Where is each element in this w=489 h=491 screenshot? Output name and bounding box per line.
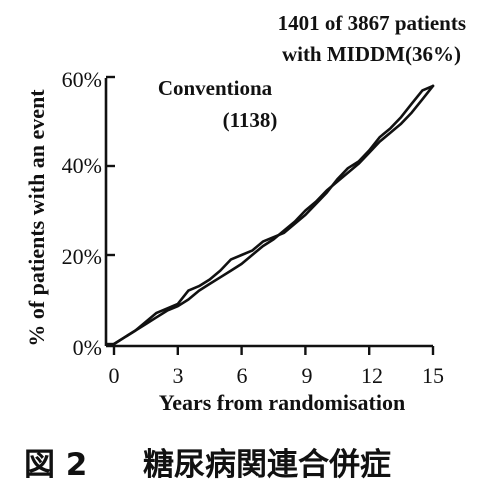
y-tick-label: 20% <box>62 244 102 269</box>
x-tick-labels: 0 3 6 9 12 15 <box>109 363 445 388</box>
x-tick-label: 3 <box>173 363 184 388</box>
y-tick-label: 0% <box>73 335 102 360</box>
figure-title: 糖尿病関連合併症 <box>143 447 391 483</box>
y-tick-labels: 60% 40% 20% 0% <box>62 67 102 360</box>
plot-area <box>104 75 435 355</box>
conventional-label: Conventiona <box>158 76 273 100</box>
figure-number: 図 2 <box>24 447 87 483</box>
x-tick-label: 15 <box>422 363 444 388</box>
conventional-count: (1138) <box>223 108 278 132</box>
x-tick-label: 6 <box>237 363 248 388</box>
top-annotation-line2: with MIDDM(36%) <box>282 42 461 66</box>
y-tick-label: 40% <box>62 153 102 178</box>
tick-marks <box>106 75 435 355</box>
y-tick-label: 60% <box>62 67 102 92</box>
top-annotation-line1: 1401 of 3867 patients <box>278 11 466 35</box>
x-tick-label: 9 <box>302 363 313 388</box>
x-tick-label: 0 <box>109 363 120 388</box>
series-line-2 <box>112 84 435 346</box>
x-axis-title: Years from randomisation <box>159 390 405 415</box>
y-axis-title: % of patients with an event <box>24 89 49 347</box>
x-tick-label: 12 <box>361 363 383 388</box>
series-line-1 <box>112 84 435 346</box>
series-lines <box>112 84 435 346</box>
